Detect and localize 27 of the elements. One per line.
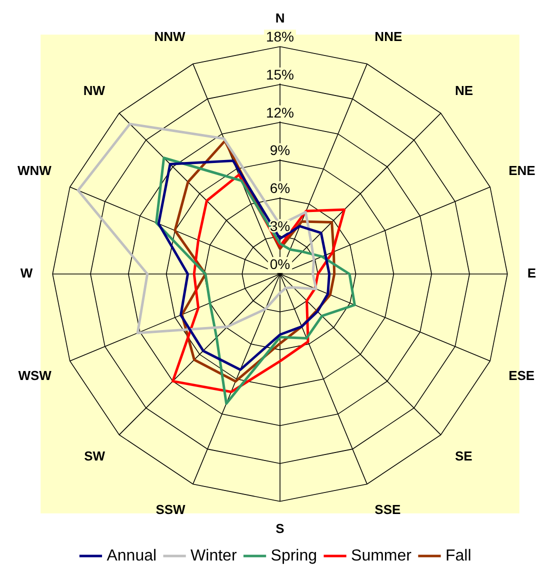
y-tick-label: 18% [266, 28, 294, 44]
y-tick-label: 6% [270, 180, 290, 196]
spoke-label: SSE [374, 502, 402, 517]
spoke-label: W [20, 266, 34, 281]
legend-label: Spring [270, 547, 318, 564]
spoke-label: WSW [18, 368, 52, 384]
y-tick-label: 12% [266, 104, 294, 120]
spoke-label: S [276, 520, 285, 536]
spoke-label: SSW [156, 502, 186, 517]
y-tick-label: 0% [270, 256, 290, 272]
legend-label: Winter [190, 547, 238, 564]
spoke-label: ENE [508, 163, 536, 178]
spoke-label: NE [454, 82, 474, 98]
spoke-label: NNE [374, 29, 402, 44]
spoke-label: E [527, 266, 536, 281]
spoke-label: NNW [154, 29, 186, 44]
spoke-label: WNW [17, 163, 52, 178]
legend-label: Summer [351, 547, 412, 564]
spoke-label: N [275, 10, 285, 26]
spoke-label: SW [84, 448, 106, 464]
spoke-label: ESE [508, 368, 535, 384]
spoke-label: SE [454, 448, 473, 464]
spoke-label: NW [83, 82, 106, 98]
y-tick-label: 15% [266, 66, 294, 82]
legend-label: Fall [445, 547, 472, 564]
legend-label: Annual [106, 547, 157, 564]
y-tick-label: 9% [270, 142, 290, 158]
